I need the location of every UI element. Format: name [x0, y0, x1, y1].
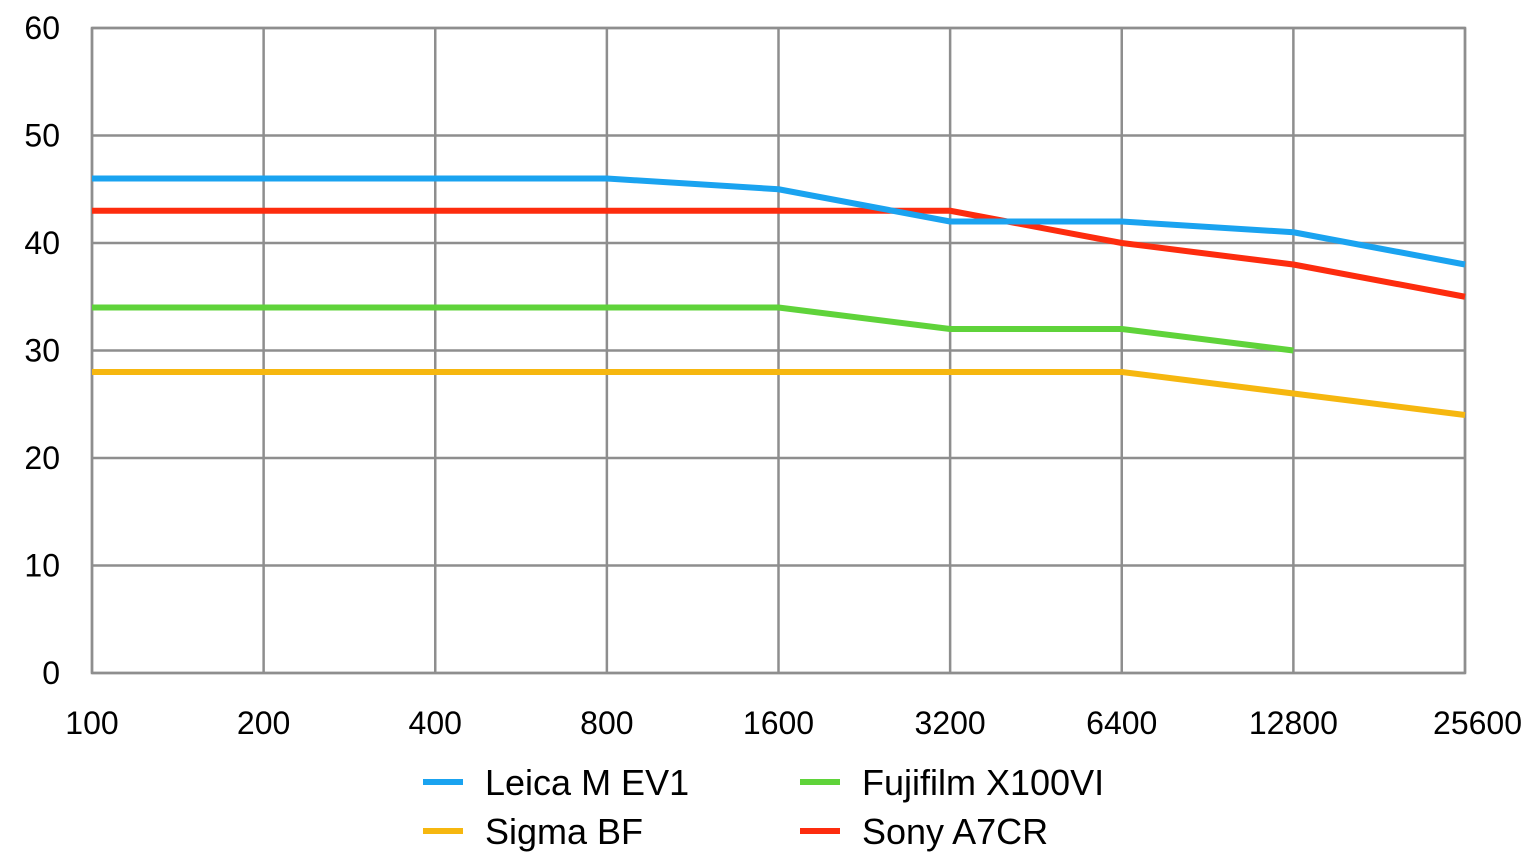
x-tick-label: 12800 [1249, 705, 1338, 741]
legend-label-0: Leica M EV1 [485, 762, 689, 803]
y-tick-label: 50 [24, 118, 60, 154]
series-line-3 [92, 207, 1466, 300]
legend-label-3: Sony A7CR [862, 811, 1048, 852]
y-tick-label: 20 [24, 440, 60, 476]
series-lines [92, 175, 1466, 418]
y-tick-label: 30 [24, 333, 60, 369]
x-tick-label: 800 [580, 705, 633, 741]
x-tick-label: 200 [237, 705, 290, 741]
legend-label-2: Sigma BF [485, 811, 643, 852]
x-tick-label: 100 [65, 705, 118, 741]
legend: Leica M EV1 Fujifilm X100VI Sigma BF Sony A… [423, 762, 1104, 852]
y-tick-label: 60 [24, 10, 60, 46]
series-line-1 [92, 304, 1294, 354]
x-tick-label: 1600 [743, 705, 814, 741]
series-line-0 [92, 175, 1466, 268]
series-line-2 [92, 369, 1466, 418]
x-tick-label: 25600 [1433, 705, 1522, 741]
y-tick-label: 40 [24, 225, 60, 261]
plot-area-border [90, 26, 1467, 675]
y-tick-label: 0 [42, 655, 60, 691]
x-tick-label: 400 [409, 705, 462, 741]
grid [90, 26, 1467, 675]
x-axis-ticks: 100 200 400 800 1600 3200 6400 12800 25600 [65, 705, 1522, 741]
legend-label-1: Fujifilm X100VI [862, 762, 1104, 803]
y-axis-ticks: 0 10 20 30 40 50 60 [24, 10, 60, 691]
y-tick-label: 10 [24, 548, 60, 584]
x-tick-label: 6400 [1086, 705, 1157, 741]
x-tick-label: 3200 [915, 705, 986, 741]
